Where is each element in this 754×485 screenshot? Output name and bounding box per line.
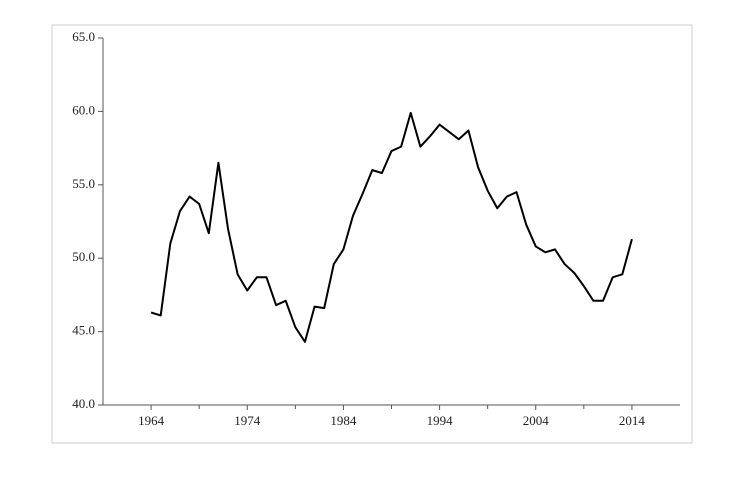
y-tick-label: 55.0 <box>72 176 95 191</box>
x-tick-label: 2014 <box>619 413 646 428</box>
x-tick-label: 1984 <box>330 413 357 428</box>
x-tick-label: 2004 <box>523 413 550 428</box>
chart-frame <box>51 24 693 444</box>
y-tick-label: 40.0 <box>72 396 95 411</box>
y-tick-label: 50.0 <box>72 249 95 264</box>
y-tick-label: 60.0 <box>72 102 95 117</box>
x-tick-label: 1974 <box>234 413 261 428</box>
data-line <box>150 111 633 343</box>
y-tick-label: 45.0 <box>72 323 95 338</box>
x-tick-label: 1994 <box>427 413 454 428</box>
y-tick-label: 65.0 <box>72 29 95 44</box>
x-tick-label: 1964 <box>138 413 165 428</box>
